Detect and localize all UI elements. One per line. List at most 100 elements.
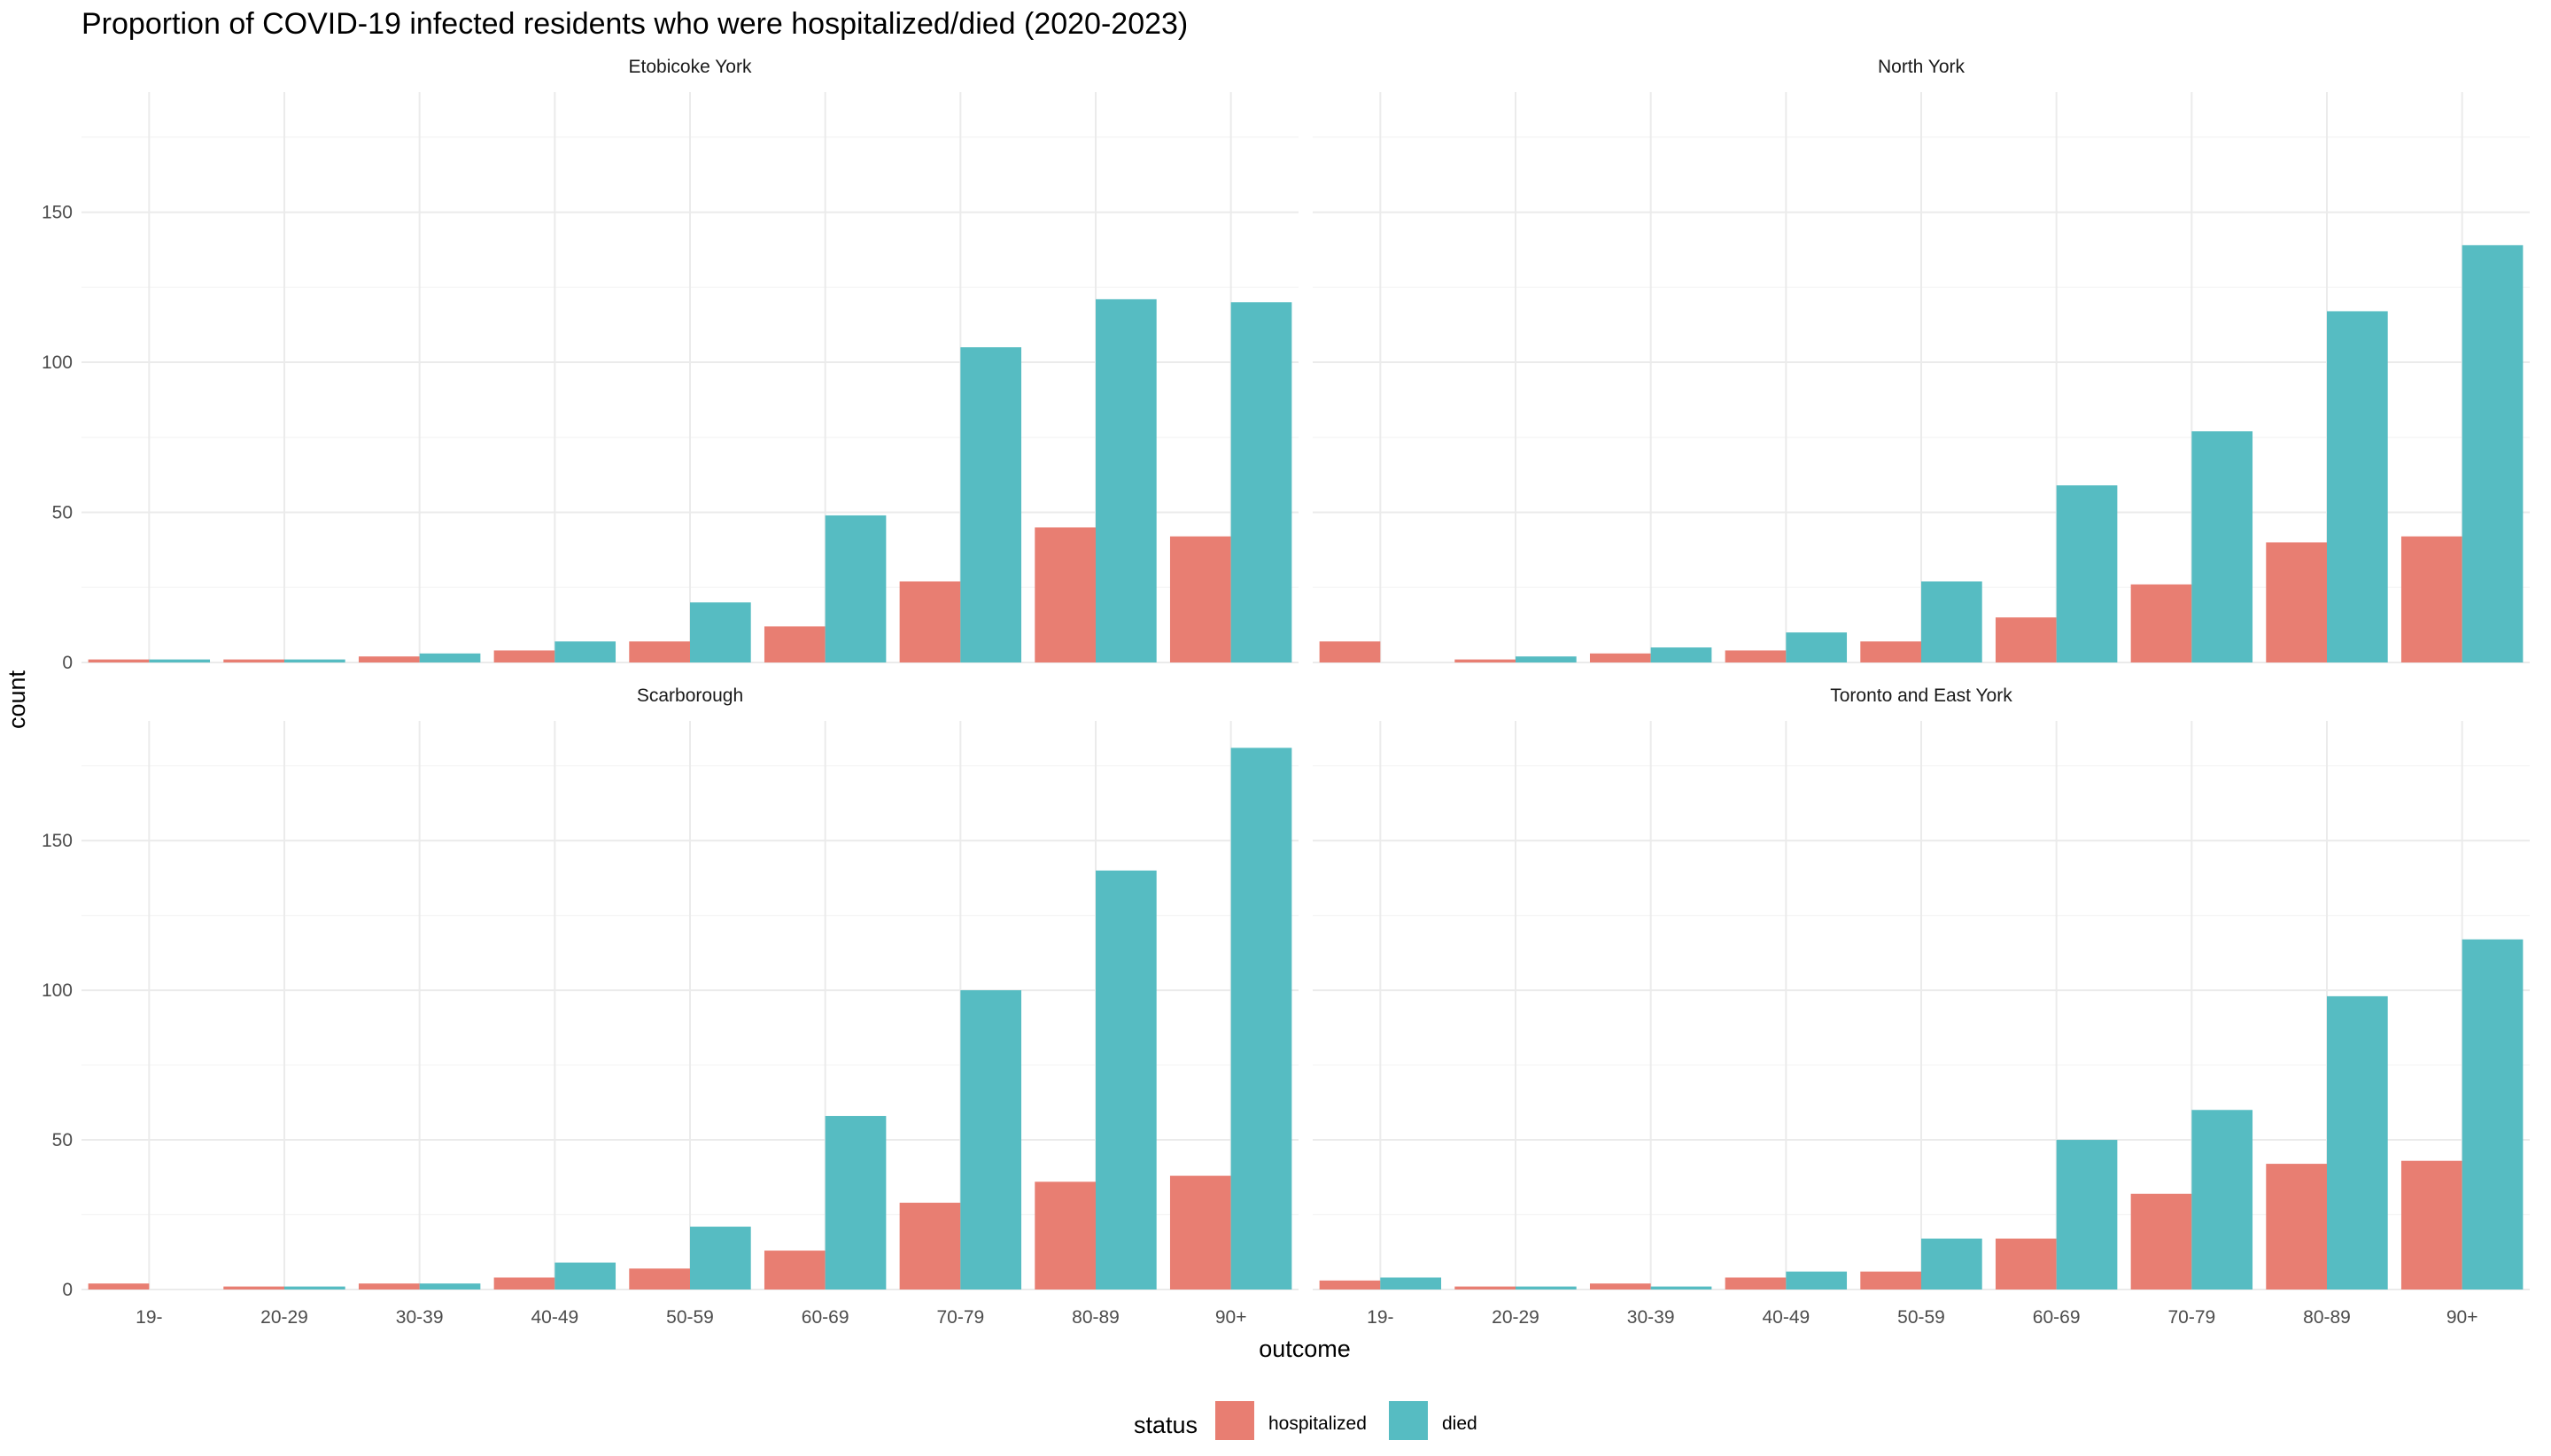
bar-hospitalized: [629, 641, 690, 662]
bar-hospitalized: [223, 659, 284, 662]
bar-hospitalized: [493, 1277, 555, 1289]
bar-died: [554, 1262, 616, 1289]
bar-hospitalized: [88, 659, 150, 662]
bar-hospitalized: [2266, 542, 2327, 662]
x-tick-label: 19-: [1367, 1307, 1393, 1328]
bar-hospitalized: [629, 1268, 690, 1289]
bar-died: [284, 1286, 345, 1289]
x-tick-label: 70-79: [2167, 1307, 2215, 1328]
x-tick-label: 60-69: [802, 1307, 849, 1328]
bar-died: [2327, 995, 2388, 1289]
bar-died: [419, 653, 481, 662]
bar-hospitalized: [1169, 1175, 1231, 1289]
y-tick-label: 100: [42, 352, 73, 373]
bar-died: [2462, 244, 2524, 662]
bar-died: [554, 641, 616, 662]
legend-label: died: [1442, 1413, 1477, 1434]
bar-died: [2191, 1110, 2253, 1289]
bar-died: [284, 659, 345, 662]
bar-hospitalized: [2130, 584, 2192, 662]
bar-died: [1096, 298, 1157, 662]
bar-died: [2327, 311, 2388, 662]
bar-hospitalized: [88, 1283, 150, 1289]
bar-died: [825, 1116, 887, 1289]
bar-hospitalized: [1454, 1286, 1516, 1289]
bar-hospitalized: [2400, 536, 2462, 662]
facet-panel: North York: [1313, 57, 2530, 663]
facet-panel: Scarborough 0 50 100 150 19- 20-29 30-39 40-49 50…: [42, 685, 1299, 1328]
bar-died: [1230, 747, 1292, 1289]
x-tick-label: 20-29: [260, 1307, 308, 1328]
bar-hospitalized: [899, 581, 961, 662]
bar-hospitalized: [358, 1283, 420, 1289]
x-tick-label: 40-49: [531, 1307, 578, 1328]
bar-died: [149, 659, 211, 662]
bar-died: [960, 347, 1022, 662]
bar-hospitalized: [1035, 1181, 1096, 1289]
facet-label: Toronto and East York: [1830, 685, 2012, 706]
bar-died: [1921, 581, 1982, 662]
legend: status hospitalized died: [1134, 1401, 1477, 1440]
bar-hospitalized: [1860, 641, 1921, 662]
y-tick-label: 50: [52, 503, 73, 523]
y-tick-label: 0: [62, 653, 73, 673]
chart-title: Proportion of COVID-19 infected resident…: [81, 7, 1188, 41]
y-tick-label: 150: [42, 203, 73, 223]
bar-hospitalized: [1995, 1238, 2057, 1289]
bar-died: [1921, 1238, 1982, 1289]
bar-died: [1786, 1271, 1848, 1289]
y-tick-label: 150: [42, 831, 73, 851]
facet-panel: Etobicoke York 0 50 100 150: [42, 57, 1299, 673]
x-tick-label: 19-: [136, 1307, 162, 1328]
facet-label: North York: [1878, 57, 1966, 77]
bar-died: [1650, 647, 1712, 662]
y-tick-label: 0: [62, 1280, 73, 1300]
y-axis-title: count: [4, 670, 30, 729]
x-axis-title: outcome: [1259, 1336, 1351, 1362]
bar-died: [1230, 302, 1292, 662]
bar-died: [1786, 632, 1848, 662]
bar-hospitalized: [1035, 527, 1096, 662]
bar-hospitalized: [764, 1251, 826, 1289]
bar-died: [690, 602, 751, 662]
bar-died: [1516, 656, 1577, 662]
bar-hospitalized: [493, 650, 555, 662]
facet-label: Etobicoke York: [629, 57, 752, 77]
bar-hospitalized: [1454, 659, 1516, 662]
bar-hospitalized: [2130, 1193, 2192, 1289]
x-tick-label: 20-29: [1492, 1307, 1539, 1328]
bar-hospitalized: [764, 626, 826, 662]
bar-died: [419, 1283, 481, 1289]
x-tick-label: 80-89: [1072, 1307, 1120, 1328]
bar-died: [1380, 1277, 1442, 1289]
bar-hospitalized: [1995, 617, 2057, 662]
bar-died: [825, 515, 887, 662]
bar-died: [1516, 1286, 1577, 1289]
legend-swatch-hospitalized: [1215, 1401, 1254, 1440]
x-tick-label: 60-69: [2033, 1307, 2081, 1328]
x-tick-label: 90+: [2446, 1307, 2478, 1328]
bar-hospitalized: [1589, 1283, 1651, 1289]
bar-died: [960, 990, 1022, 1289]
bar-died: [2056, 1140, 2118, 1289]
bar-hospitalized: [223, 1286, 284, 1289]
x-tick-label: 50-59: [1897, 1307, 1945, 1328]
x-tick-label: 40-49: [1762, 1307, 1810, 1328]
y-tick-label: 50: [52, 1130, 73, 1150]
bar-died: [2191, 431, 2253, 662]
x-tick-label: 30-39: [1627, 1307, 1675, 1328]
bar-died: [2462, 939, 2524, 1289]
bar-hospitalized: [2400, 1160, 2462, 1289]
bar-hospitalized: [1319, 1280, 1381, 1289]
bar-died: [1650, 1286, 1712, 1289]
x-tick-label: 50-59: [666, 1307, 714, 1328]
bar-hospitalized: [1725, 650, 1787, 662]
legend-title: status: [1134, 1412, 1198, 1438]
facet-panels: Etobicoke York 0 50 100 150 North York Scarbor…: [42, 57, 2530, 1328]
x-tick-label: 70-79: [936, 1307, 984, 1328]
legend-swatch-died: [1389, 1401, 1428, 1440]
legend-label: hospitalized: [1268, 1413, 1367, 1434]
bar-hospitalized: [899, 1203, 961, 1289]
x-tick-label: 30-39: [396, 1307, 444, 1328]
